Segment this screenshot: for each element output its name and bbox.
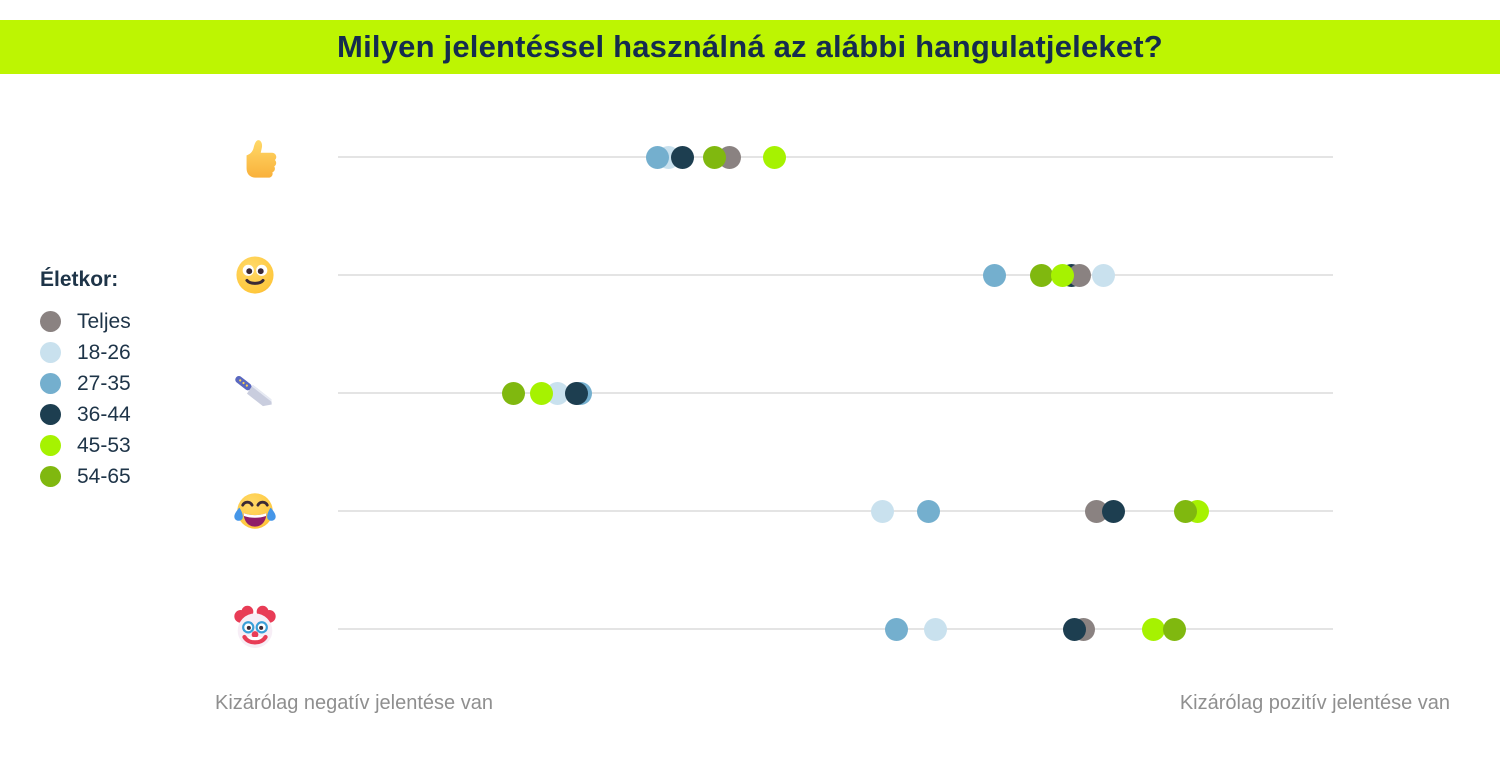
- smiling-face-emoji: [228, 248, 282, 302]
- data-point-27-35: [916, 499, 940, 523]
- axis-label-negative: Kizárólag negatív jelentése van: [215, 692, 493, 714]
- legend-item-label: 45-53: [77, 433, 131, 457]
- legend-item: 36-44: [40, 399, 131, 430]
- title-bar: Milyen jelentéssel használná az alábbi h…: [0, 20, 1500, 74]
- legend-item: 54-65: [40, 461, 131, 492]
- data-point-36-44: [1062, 617, 1086, 641]
- legend-item: 18-26: [40, 337, 131, 368]
- data-point-27-35: [983, 263, 1007, 287]
- axis-label-positive: Kizárólag pozitív jelentése van: [1179, 692, 1450, 714]
- legend-swatch-icon: [40, 373, 61, 394]
- legend-item: 27-35: [40, 368, 131, 399]
- row-line: [338, 274, 1333, 276]
- thumbs-up-emoji: [228, 130, 282, 184]
- face-with-tears-of-joy-emoji: [228, 484, 282, 538]
- data-point-54-65: [1174, 499, 1198, 523]
- data-point-54-65: [702, 145, 726, 169]
- legend-item: 45-53: [40, 430, 131, 461]
- clown-face-emoji: [228, 602, 282, 656]
- data-point-54-65: [1163, 617, 1187, 641]
- legend-swatch-icon: [40, 342, 61, 363]
- legend-title: Életkor:: [40, 268, 119, 291]
- legend-item-label: 36-44: [77, 402, 131, 426]
- legend-swatch-icon: [40, 404, 61, 425]
- data-point-45-53: [530, 381, 554, 405]
- legend: Életkor: Teljes 18-26 27-35 36-44 45-53 54-65: [40, 268, 131, 492]
- data-point-36-44: [670, 145, 694, 169]
- data-point-27-35: [884, 617, 908, 641]
- data-point-54-65: [501, 381, 525, 405]
- data-point-45-53: [763, 145, 787, 169]
- legend-item-label: Teljes: [77, 309, 131, 333]
- row-line: [338, 156, 1333, 158]
- row-line: [338, 392, 1333, 394]
- data-point-45-53: [1050, 263, 1074, 287]
- data-point-36-44: [565, 381, 589, 405]
- data-point-18-26: [923, 617, 947, 641]
- page-title: Milyen jelentéssel használná az alábbi h…: [337, 29, 1163, 64]
- data-point-36-44: [1101, 499, 1125, 523]
- legend-item-label: 54-65: [77, 464, 131, 488]
- row-line: [338, 628, 1333, 630]
- row-line: [338, 510, 1333, 512]
- legend-item: Teljes: [40, 306, 131, 337]
- data-point-27-35: [645, 145, 669, 169]
- legend-item-label: 18-26: [77, 340, 131, 364]
- kitchen-knife-emoji: [228, 366, 282, 420]
- data-point-18-26: [1091, 263, 1115, 287]
- data-point-18-26: [546, 381, 570, 405]
- data-point-Teljes: [1067, 263, 1091, 287]
- legend-item-label: 27-35: [77, 371, 131, 395]
- data-point-Teljes: [1084, 499, 1108, 523]
- data-point-54-65: [1029, 263, 1053, 287]
- legend-swatch-icon: [40, 435, 61, 456]
- data-point-45-53: [1142, 617, 1166, 641]
- legend-swatch-icon: [40, 466, 61, 487]
- legend-swatch-icon: [40, 311, 61, 332]
- legend-items: Teljes 18-26 27-35 36-44 45-53 54-65: [40, 306, 131, 492]
- data-point-18-26: [870, 499, 894, 523]
